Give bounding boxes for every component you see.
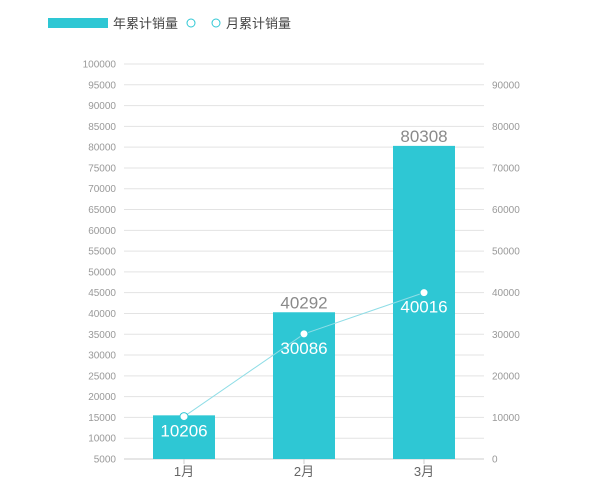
category-label: 3月 (414, 464, 434, 479)
right-tick-label: 60000 (492, 205, 520, 216)
category-label: 1月 (174, 464, 194, 479)
left-tick-label: 85000 (88, 122, 116, 133)
bar-value-label: 10206 (160, 421, 207, 440)
right-tick-label: 0 (492, 455, 498, 466)
left-tick-label: 20000 (88, 392, 116, 403)
bar-value-label: 80308 (400, 127, 447, 146)
left-tick-label: 90000 (88, 101, 116, 112)
legend-marker-month[interactable] (186, 18, 196, 28)
left-tick-label: 35000 (88, 330, 116, 341)
legend-label-month[interactable]: 月累计销量 (226, 16, 291, 31)
left-tick-label: 25000 (88, 371, 116, 382)
left-tick-label: 55000 (88, 247, 116, 258)
legend-label-year[interactable]: 年累计销量 (113, 16, 178, 31)
left-tick-label: 70000 (88, 184, 116, 195)
bar[interactable] (393, 145, 455, 459)
left-tick-label: 40000 (88, 309, 116, 320)
right-tick-label: 10000 (492, 413, 520, 424)
left-tick-label: 60000 (88, 226, 116, 237)
x-axis: 1月 2月 3月 (174, 459, 434, 479)
line-point[interactable] (419, 288, 429, 298)
left-axis: 5000 10000 15000 20000 25000 30000 35000 40000 4… (83, 60, 117, 466)
right-tick-label: 80000 (492, 122, 520, 133)
left-tick-label: 95000 (88, 80, 116, 91)
left-tick-label: 100000 (83, 60, 117, 71)
right-tick-label: 50000 (492, 247, 520, 258)
left-tick-label: 45000 (88, 288, 116, 299)
legend-marker-month-2 (211, 18, 221, 28)
bar-series: 10206 40292 80308 (153, 127, 455, 459)
right-tick-label: 30000 (492, 330, 520, 341)
right-tick-label: 20000 (492, 371, 520, 382)
line-value-label: 40016 (400, 298, 447, 317)
right-tick-label: 40000 (492, 288, 520, 299)
right-axis: 0 10000 20000 30000 40000 50000 60000 70000 8000… (492, 80, 520, 465)
left-tick-label: 10000 (88, 434, 116, 445)
legend-swatch-year[interactable] (48, 18, 108, 28)
left-tick-label: 75000 (88, 163, 116, 174)
line-point[interactable] (299, 329, 309, 339)
line-value-label: 30086 (280, 339, 327, 358)
left-tick-label: 65000 (88, 205, 116, 216)
right-tick-label: 70000 (492, 163, 520, 174)
legend: 年累计销量 月累计销量 (48, 16, 291, 31)
left-tick-label: 5000 (94, 455, 117, 466)
right-tick-label: 90000 (492, 80, 520, 91)
bar[interactable] (153, 415, 215, 459)
left-tick-label: 15000 (88, 413, 116, 424)
left-tick-label: 80000 (88, 143, 116, 154)
line-point[interactable] (179, 412, 189, 422)
left-tick-label: 30000 (88, 351, 116, 362)
left-tick-label: 50000 (88, 267, 116, 278)
line-series: 30086 40016 (179, 288, 448, 422)
category-label: 2月 (294, 464, 314, 479)
bar-value-label: 40292 (280, 293, 327, 312)
